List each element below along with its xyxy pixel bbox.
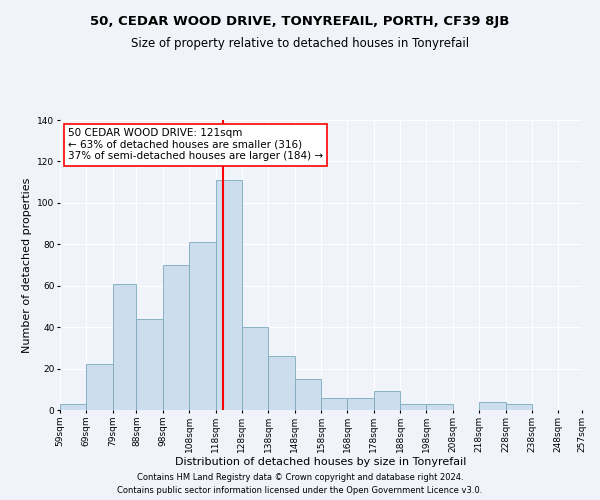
Y-axis label: Number of detached properties: Number of detached properties xyxy=(22,178,32,352)
Bar xyxy=(268,356,295,410)
Bar xyxy=(374,392,400,410)
Text: Size of property relative to detached houses in Tonyrefail: Size of property relative to detached ho… xyxy=(131,38,469,51)
Bar xyxy=(215,180,242,410)
Bar xyxy=(479,402,506,410)
Text: 50 CEDAR WOOD DRIVE: 121sqm
← 63% of detached houses are smaller (316)
37% of se: 50 CEDAR WOOD DRIVE: 121sqm ← 63% of det… xyxy=(68,128,323,162)
Bar xyxy=(189,242,215,410)
Bar xyxy=(427,404,453,410)
Text: 50, CEDAR WOOD DRIVE, TONYREFAIL, PORTH, CF39 8JB: 50, CEDAR WOOD DRIVE, TONYREFAIL, PORTH,… xyxy=(91,15,509,28)
Bar xyxy=(86,364,113,410)
Bar xyxy=(136,319,163,410)
Text: Contains public sector information licensed under the Open Government Licence v3: Contains public sector information licen… xyxy=(118,486,482,495)
Bar xyxy=(163,265,189,410)
Text: Contains HM Land Registry data © Crown copyright and database right 2024.: Contains HM Land Registry data © Crown c… xyxy=(137,474,463,482)
Bar xyxy=(400,404,427,410)
Bar xyxy=(60,404,86,410)
Bar xyxy=(295,379,321,410)
Bar xyxy=(242,327,268,410)
Bar xyxy=(347,398,374,410)
Bar xyxy=(113,284,136,410)
Bar xyxy=(321,398,347,410)
Bar xyxy=(506,404,532,410)
X-axis label: Distribution of detached houses by size in Tonyrefail: Distribution of detached houses by size … xyxy=(175,458,467,468)
